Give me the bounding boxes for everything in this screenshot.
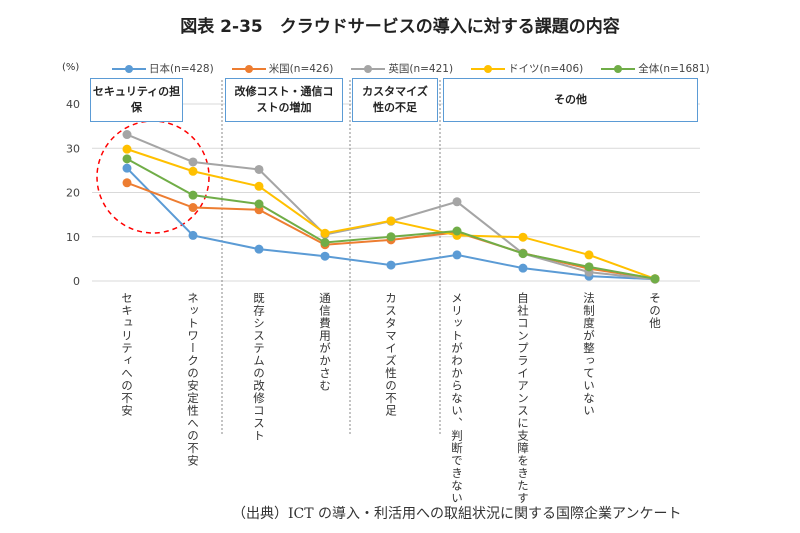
- legend-item: 全体(n=1681): [601, 61, 710, 76]
- data-point: [122, 178, 132, 188]
- data-point: [122, 154, 132, 164]
- y-tick-label: 0: [73, 275, 80, 288]
- legend-item: 英国(n=421): [351, 61, 453, 76]
- data-point: [188, 157, 198, 167]
- data-point: [254, 164, 264, 174]
- legend-item: 日本(n=428): [112, 61, 214, 76]
- legend-label: 英国(n=421): [388, 63, 454, 75]
- legend: 日本(n=428) 米国(n=426) 英国(n=421) ドイツ(n=406) 全体(…: [112, 61, 710, 76]
- y-tick-label: 30: [66, 142, 80, 155]
- y-axis-unit: (%): [62, 62, 80, 73]
- y-tick-label: 20: [66, 187, 80, 200]
- data-point: [254, 199, 264, 209]
- x-tick-label: メリットがわからない、判断できない: [450, 292, 464, 505]
- legend-item: 米国(n=426): [231, 61, 334, 76]
- data-point: [386, 232, 396, 242]
- highlight-circle: [96, 120, 210, 234]
- data-point: [584, 250, 594, 260]
- y-tick-label: 10: [66, 231, 80, 244]
- series-line: [126, 133, 656, 281]
- group-label: その他: [443, 78, 698, 122]
- legend-label: 日本(n=428): [149, 63, 214, 75]
- x-tick-label: 法制度が整っていない: [582, 292, 596, 417]
- data-point: [386, 216, 396, 226]
- legend-label: 米国(n=426): [268, 63, 334, 75]
- x-tick-label: その他: [648, 292, 662, 330]
- data-point: [320, 228, 330, 238]
- x-tick-label: カスタマイズ性の不足: [384, 292, 398, 417]
- data-point: [188, 166, 198, 176]
- legend-marker-icon: [231, 64, 266, 73]
- x-tick-label: ネットワークの安定性への不安: [186, 292, 200, 467]
- legend-label: 全体(n=1681): [638, 63, 710, 75]
- x-tick-label: 自社コンプライアンスに支障をきたす: [516, 292, 530, 505]
- data-point: [188, 203, 198, 213]
- data-point: [518, 249, 528, 259]
- group-label: 改修コスト・通信コストの増加: [225, 78, 343, 122]
- data-point: [188, 230, 198, 240]
- data-point: [452, 226, 462, 236]
- legend-item: ドイツ(n=406): [471, 61, 583, 76]
- group-label: セキュリティの担保: [90, 78, 183, 122]
- data-point: [122, 163, 132, 173]
- y-tick-label: 40: [66, 98, 80, 111]
- legend-marker-icon: [351, 64, 386, 73]
- data-point: [452, 197, 462, 207]
- data-point: [188, 190, 198, 200]
- source-note: （出典）ICT の導入・利活用への取組状況に関する国際企業アンケート: [232, 506, 682, 522]
- data-point: [320, 251, 330, 261]
- data-point: [584, 262, 594, 272]
- data-point: [122, 144, 132, 154]
- series-line: [126, 148, 656, 280]
- x-tick-label: 既存システムの改修コスト: [252, 292, 266, 442]
- data-point: [254, 181, 264, 191]
- group-label: カスタマイズ性の不足: [352, 78, 438, 122]
- legend-marker-icon: [112, 64, 146, 73]
- data-point: [518, 263, 528, 273]
- legend-label: ドイツ(n=406): [508, 63, 584, 75]
- x-tick-label: 通信費用がかさむ: [318, 292, 332, 392]
- data-point: [122, 130, 132, 140]
- data-point: [518, 232, 528, 242]
- data-point: [452, 250, 462, 260]
- data-point: [320, 238, 330, 248]
- data-point: [650, 274, 660, 284]
- x-tick-label: セキュリティへの不安: [120, 292, 134, 417]
- legend-marker-icon: [471, 64, 506, 73]
- data-point: [254, 244, 264, 254]
- data-point: [386, 260, 396, 270]
- chart-title: 図表 2-35 クラウドサービスの導入に対する課題の内容: [180, 17, 620, 37]
- legend-marker-icon: [601, 64, 636, 73]
